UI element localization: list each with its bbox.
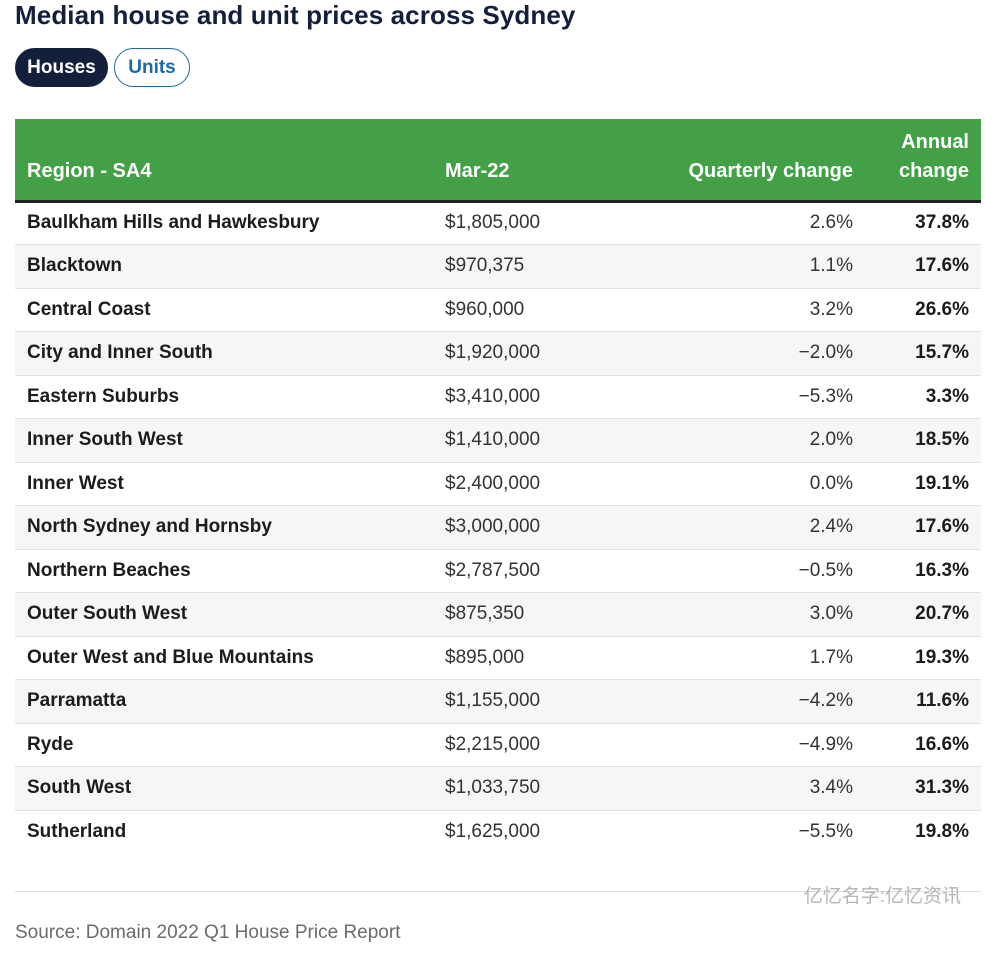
table-row: South West $1,033,750 3.4% 31.3% (15, 766, 981, 810)
source-note: Source: Domain 2022 Q1 House Price Repor… (15, 922, 401, 943)
annual-header-line1: Annual (901, 130, 969, 153)
table-row: Sutherland $1,625,000 −5.5% 19.8% (15, 810, 981, 841)
cell-price: $1,625,000 (445, 820, 541, 841)
cell-region: Outer West and Blue Mountains (27, 646, 314, 668)
cell-price: $2,400,000 (445, 472, 541, 494)
cell-quarterly-change: 3.0% (809, 603, 853, 625)
cell-price: $1,805,000 (445, 212, 541, 234)
cell-annual-change: 15.7% (915, 342, 969, 364)
cell-region: Sutherland (27, 820, 127, 841)
cell-quarterly-change: 0.0% (809, 472, 853, 494)
cell-price: $1,155,000 (445, 690, 541, 712)
cell-annual-change: 19.1% (915, 472, 969, 494)
cell-price: $875,350 (445, 603, 525, 625)
table-row: Inner South West $1,410,000 2.0% 18.5% (15, 418, 981, 462)
cell-annual-change: 16.3% (915, 559, 969, 581)
cell-price: $3,410,000 (445, 385, 541, 407)
cell-region: Ryde (27, 733, 74, 755)
column-header-region[interactable]: Region - SA4 (15, 119, 433, 203)
cell-annual-change: 31.3% (915, 777, 969, 799)
cell-region: North Sydney and Hornsby (27, 516, 272, 538)
cell-quarterly-change: −0.5% (798, 559, 853, 581)
cell-quarterly-change: −4.2% (798, 690, 853, 712)
table-row: Inner West $2,400,000 0.0% 19.1% (15, 462, 981, 506)
cell-annual-change: 19.3% (915, 646, 969, 668)
cell-region: South West (27, 777, 132, 799)
cell-price: $1,033,750 (445, 777, 541, 799)
cell-price: $1,920,000 (445, 342, 541, 364)
cell-region: Inner West (27, 472, 124, 494)
table-row: Blacktown $970,375 1.1% 17.6% (15, 244, 981, 288)
cell-region: Inner South West (27, 429, 183, 451)
cell-price: $1,410,000 (445, 429, 541, 451)
cell-quarterly-change: −2.0% (798, 342, 853, 364)
page-title: Median house and unit prices across Sydn… (15, 0, 576, 30)
column-header-annual-change[interactable]: Annual change (865, 119, 981, 203)
cell-annual-change: 37.8% (915, 212, 969, 234)
cell-quarterly-change: 2.6% (809, 212, 853, 234)
cell-quarterly-change: 3.2% (809, 298, 853, 320)
table-row: Eastern Suburbs $3,410,000 −5.3% 3.3% (15, 375, 981, 419)
cell-annual-change: 16.6% (915, 733, 969, 755)
cell-region: City and Inner South (27, 342, 213, 364)
cell-annual-change: 19.8% (915, 820, 969, 841)
cell-quarterly-change: 2.0% (809, 429, 853, 451)
cell-annual-change: 18.5% (915, 429, 969, 451)
cell-quarterly-change: 3.4% (809, 777, 853, 799)
cell-region: Central Coast (27, 298, 151, 320)
cell-quarterly-change: −5.5% (798, 820, 853, 841)
units-toggle-button[interactable]: Units (114, 48, 190, 87)
cell-annual-change: 17.6% (915, 516, 969, 538)
cell-price: $895,000 (445, 646, 525, 668)
table-row: Outer West and Blue Mountains $895,000 1.7… (15, 636, 981, 680)
cell-price: $970,375 (445, 255, 525, 277)
cell-annual-change: 17.6% (915, 255, 969, 277)
table-row: Central Coast $960,000 3.2% 26.6% (15, 288, 981, 332)
table-body: Baulkham Hills and Hawkesbury $1,805,000 2… (15, 201, 981, 841)
cell-annual-change: 26.6% (915, 298, 969, 320)
houses-toggle-button[interactable]: Houses (15, 48, 108, 87)
cell-price: $2,215,000 (445, 733, 541, 755)
cell-price: $960,000 (445, 298, 525, 320)
cell-annual-change: 20.7% (915, 603, 969, 625)
column-header-quarterly-change[interactable]: Quarterly change (643, 119, 865, 203)
column-header-price[interactable]: Mar-22 (433, 119, 643, 203)
cell-quarterly-change: 1.1% (809, 255, 853, 277)
watermark: 亿忆名字:亿忆资讯 (803, 886, 961, 907)
table-row: City and Inner South $1,920,000 −2.0% 15.7% (15, 331, 981, 375)
property-type-toggle: Houses Units (15, 48, 190, 87)
table-row: North Sydney and Hornsby $3,000,000 2.4% 17… (15, 505, 981, 549)
cell-annual-change: 3.3% (925, 385, 969, 407)
cell-region: Baulkham Hills and Hawkesbury (27, 212, 320, 234)
table-row: Northern Beaches $2,787,500 −0.5% 16.3% (15, 549, 981, 593)
table-row: Baulkham Hills and Hawkesbury $1,805,000 2… (15, 201, 981, 245)
annual-header-line2: change (898, 159, 969, 182)
cell-region: Eastern Suburbs (27, 385, 180, 407)
table-row: Outer South West $875,350 3.0% 20.7% (15, 592, 981, 636)
table-row: Parramatta $1,155,000 −4.2% 11.6% (15, 679, 981, 723)
cell-quarterly-change: 1.7% (809, 646, 853, 668)
cell-price: $2,787,500 (445, 559, 541, 581)
cell-quarterly-change: 2.4% (809, 516, 853, 538)
cell-price: $3,000,000 (445, 516, 541, 538)
cell-quarterly-change: −5.3% (798, 385, 853, 407)
cell-region: Northern Beaches (27, 559, 191, 581)
table-row: Ryde $2,215,000 −4.9% 16.6% (15, 723, 981, 767)
price-table-scroll-area[interactable]: Region - SA4 Mar-22 Quarterly change Ann… (15, 119, 981, 841)
footer-divider (15, 891, 981, 892)
cell-region: Outer South West (27, 603, 188, 625)
price-table: Region - SA4 Mar-22 Quarterly change Ann… (15, 119, 981, 841)
table-header-row: Region - SA4 Mar-22 Quarterly change Ann… (15, 119, 981, 203)
cell-quarterly-change: −4.9% (798, 733, 853, 755)
cell-region: Blacktown (27, 255, 123, 277)
cell-annual-change: 11.6% (916, 690, 969, 712)
cell-region: Parramatta (27, 690, 127, 712)
